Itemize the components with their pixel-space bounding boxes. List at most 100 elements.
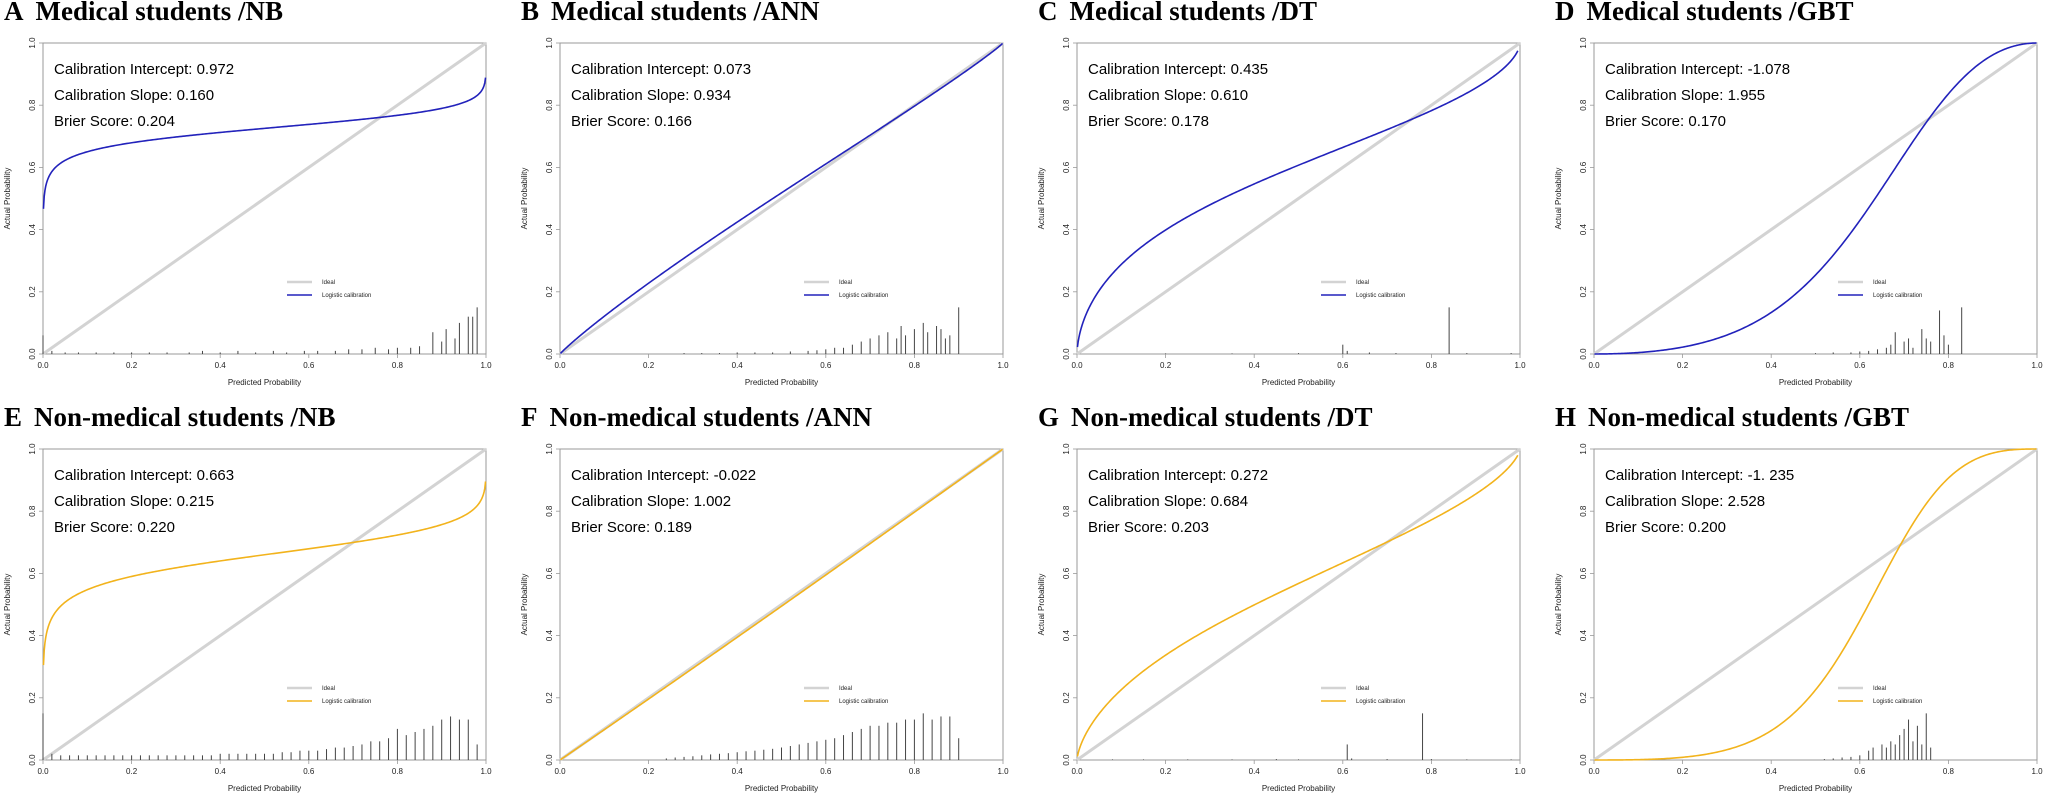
logistic-calibration-curve	[559, 448, 1004, 761]
stat-slope: Calibration Slope: 0.610	[1088, 87, 1248, 104]
x-tick-label: 1.0	[997, 767, 1009, 776]
logistic-calibration-curve	[1594, 42, 2037, 355]
stat-brier-label: Brier Score:	[1088, 113, 1168, 130]
panel-title: C Medical students /DT	[1038, 0, 1317, 27]
panel-letter: C	[1038, 0, 1058, 26]
x-tick-label: 0.8	[392, 767, 404, 776]
y-tick-label: 0.4	[545, 223, 554, 235]
legend-model-label: Logistic calibration	[322, 699, 371, 705]
stat-intercept: Calibration Intercept: 0.272	[1088, 467, 1268, 484]
x-tick-label: 0.6	[303, 767, 315, 776]
x-axis-label: Predicted Probability	[745, 784, 818, 793]
stat-slope-label: Calibration Slope:	[1088, 87, 1207, 104]
stat-brier-label: Brier Score:	[1088, 519, 1168, 536]
y-tick-label: 0.0	[1579, 754, 1588, 766]
stat-brier-value: 0.178	[1171, 113, 1209, 130]
y-tick-label: 0.0	[1062, 348, 1071, 360]
x-tick-label: 0.6	[1854, 361, 1866, 370]
y-tick-label: 1.0	[28, 37, 37, 49]
panel-title-text: Non-medical students /ANN	[549, 402, 873, 432]
calibration-plot: 0.00.0 0.2 0.2 0.4 0.4 0.6 0.6 0.8 0.8 1.0 1.0 Pred…	[520, 37, 1009, 387]
x-tick-label: 0.2	[126, 361, 138, 370]
stat-brier-value: 0.200	[1688, 519, 1726, 536]
x-tick-label: 0.4	[1766, 767, 1778, 776]
stat-slope-label: Calibration Slope:	[571, 87, 690, 104]
legend-ideal-label: Ideal	[839, 686, 852, 692]
x-tick-label: 0.2	[126, 767, 138, 776]
calibration-plot: 0.00.0 0.2 0.2 0.4 0.4 0.6 0.6 0.8 0.8 1.0 1.0 Pred…	[1554, 443, 2043, 793]
y-axis-label: Actual Probability	[1037, 168, 1046, 230]
y-tick-label: 0.8	[1062, 505, 1071, 517]
x-tick-label: 0.6	[1337, 767, 1349, 776]
panel-a: A Medical students /NB 0.0 0.0 0.2 0.2 0.4 0.4 0…	[0, 0, 512, 406]
stat-slope-value: 0.684	[1210, 493, 1249, 510]
panel-letter: E	[4, 402, 23, 432]
y-tick-label: 0.4	[1579, 223, 1588, 235]
x-axis-label: Predicted Probability	[228, 784, 301, 793]
x-tick-label: 1.0	[480, 361, 492, 370]
panel-title: A Medical students /NB	[4, 0, 283, 27]
x-tick-label: 0.2	[1677, 361, 1689, 370]
panel-d: D Medical students /GBT 0.0 0.0 0.2 0.2 0.4 0.4…	[1551, 0, 2048, 406]
stat-brier: Brier Score: 0.178	[1088, 113, 1209, 130]
stat-brier: Brier Score: 0.204	[54, 113, 175, 130]
x-tick-label: 0.4	[1766, 361, 1778, 370]
plot-frame	[1593, 448, 2038, 761]
stat-intercept-label: Calibration Intercept:	[571, 61, 710, 78]
panel-title: E Non-medical students /NB	[4, 402, 336, 433]
stat-intercept-label: Calibration Intercept:	[54, 467, 193, 484]
y-tick-label: 0.6	[545, 567, 554, 579]
y-tick-label: 1.0	[1579, 443, 1588, 455]
y-tick-label: 0.2	[545, 286, 554, 298]
stat-brier-value: 0.203	[1171, 519, 1209, 536]
x-tick-label: 0.4	[732, 361, 744, 370]
y-tick-label: 1.0	[545, 37, 554, 49]
stat-slope: Calibration Slope: 2.528	[1605, 493, 1765, 510]
legend-ideal-label: Ideal	[322, 280, 335, 286]
stat-intercept-value: 0.272	[1230, 467, 1269, 484]
stat-slope-value: 2.528	[1727, 493, 1766, 510]
x-tick-label: 1.0	[1514, 767, 1526, 776]
y-tick-label: 1.0	[1062, 37, 1071, 49]
x-axis-label: Predicted Probability	[228, 378, 301, 387]
y-tick-label: 0.4	[545, 629, 554, 641]
legend-ideal-label: Ideal	[1873, 686, 1886, 692]
y-tick-label: 0.8	[1579, 99, 1588, 111]
stat-slope: Calibration Slope: 0.160	[54, 87, 214, 104]
x-tick-label: 0.0	[554, 767, 566, 776]
y-tick-label: 0.2	[1062, 692, 1071, 704]
y-tick-label: 0.6	[28, 161, 37, 173]
stat-slope-value: 0.934	[693, 87, 732, 104]
x-tick-label: 0.4	[1249, 767, 1261, 776]
panel-title-text: Medical students /DT	[1069, 0, 1318, 26]
panel-title-text: Non-medical students /NB	[34, 402, 336, 432]
y-tick-label: 0.6	[1062, 567, 1071, 579]
x-tick-label: 1.0	[997, 361, 1009, 370]
y-axis-label: Actual Probability	[1554, 168, 1563, 230]
y-tick-label: 0.6	[1062, 161, 1071, 173]
stat-brier: Brier Score: 0.189	[571, 519, 692, 536]
x-tick-label: 0.0	[37, 767, 49, 776]
panel-g: G Non-medical students /DT 0.0 0.0 0.2 0.2 0.4…	[1034, 402, 1546, 812]
logistic-calibration-curve	[1076, 454, 1519, 757]
stat-intercept: Calibration Intercept: 0.073	[571, 61, 751, 78]
stat-intercept: Calibration Intercept: 0.972	[54, 61, 234, 78]
stat-brier-value: 0.204	[137, 113, 175, 130]
panel-f: F Non-medical students /ANN 0.0 0.0 0.2 0.2 0.…	[517, 402, 1029, 812]
stat-slope: Calibration Slope: 0.215	[54, 493, 214, 510]
stat-intercept-value: 0.435	[1230, 61, 1269, 78]
stat-intercept-label: Calibration Intercept:	[1605, 61, 1744, 78]
panel-c: C Medical students /DT 0.0 0.0 0.2 0.2 0.4 0.4 0…	[1034, 0, 1546, 406]
y-tick-label: 0.2	[1062, 286, 1071, 298]
stat-brier-value: 0.166	[654, 113, 692, 130]
ideal-line	[42, 447, 487, 762]
stat-intercept: Calibration Intercept: 0.663	[54, 467, 234, 484]
x-tick-label: 0.8	[392, 361, 404, 370]
calibration-plot: 0.00.0 0.2 0.2 0.4 0.4 0.6 0.6 0.8 0.8 1.0 1.0 Pred…	[1554, 37, 2043, 387]
y-tick-label: 0.2	[28, 286, 37, 298]
y-tick-label: 0.6	[1579, 161, 1588, 173]
x-tick-label: 0.8	[1426, 767, 1438, 776]
plot-frame	[42, 42, 487, 355]
panel-letter: F	[521, 402, 538, 432]
stat-brier-label: Brier Score:	[1605, 519, 1685, 536]
